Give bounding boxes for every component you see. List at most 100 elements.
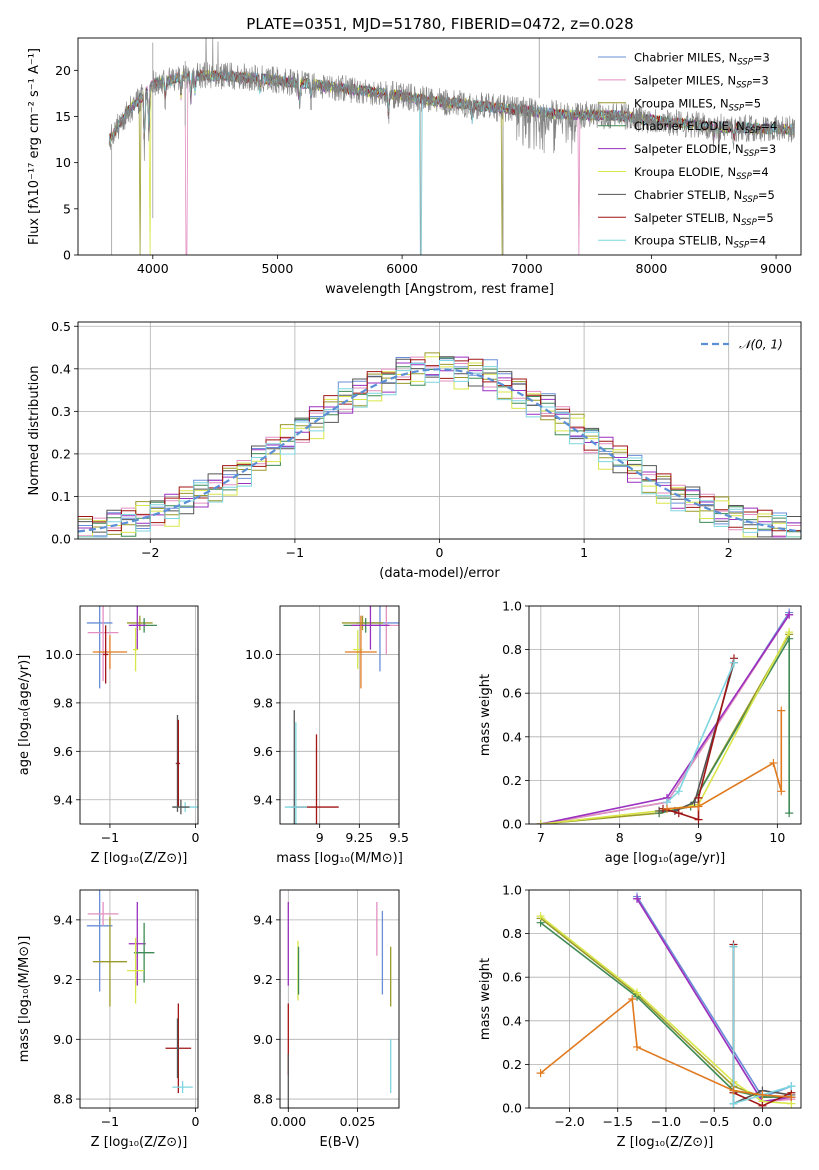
y-tick-label: 9.8 bbox=[53, 695, 73, 710]
y-tick-label: 0.6 bbox=[502, 686, 522, 701]
weight-marker-9-2 bbox=[769, 758, 778, 767]
y-tick-label: 1.0 bbox=[502, 599, 522, 614]
legend-label-3: Chabrier ELODIE, NSSP=4 bbox=[634, 119, 777, 136]
axes-frame bbox=[528, 889, 802, 1109]
weight-line-0 bbox=[540, 612, 790, 824]
y-tick-label: 5 bbox=[63, 201, 71, 216]
x-tick-label: 5000 bbox=[262, 261, 294, 276]
weight-marker-9-4 bbox=[777, 706, 786, 715]
y-tick-label: 0.0 bbox=[51, 532, 71, 547]
y-tick-label: 20 bbox=[55, 63, 71, 78]
y-tick-label: 9.0 bbox=[53, 1032, 73, 1047]
legend-label-4: Salpeter ELODIE, NSSP=3 bbox=[634, 142, 776, 159]
plot-area bbox=[536, 608, 794, 824]
weight-marker-7-2 bbox=[694, 815, 703, 824]
weight-marker-4-0 bbox=[633, 894, 642, 903]
axes-frame bbox=[279, 605, 400, 825]
y-axis-label: mass [log₁₀(M/M⊙)] bbox=[17, 936, 32, 1063]
plot-area bbox=[284, 606, 399, 824]
x-axis-label: Z [log₁₀(Z/Z⊙)] bbox=[91, 851, 188, 866]
y-tick-label: 9.6 bbox=[253, 744, 273, 759]
legend: Chabrier MILES, NSSP=3 Salpeter MILES, NS… bbox=[598, 51, 777, 251]
weight-line-5 bbox=[540, 631, 790, 824]
y-tick-label: 0 bbox=[63, 248, 71, 263]
axes-frame bbox=[77, 321, 802, 540]
y-tick-label: 9.4 bbox=[53, 792, 73, 807]
y-tick-label: 0.2 bbox=[502, 1057, 522, 1072]
y-tick-label: 0.2 bbox=[502, 773, 522, 788]
weight-line-9 bbox=[666, 710, 783, 810]
x-tick-label: 9.25 bbox=[345, 830, 373, 845]
plot-area bbox=[78, 352, 801, 538]
weight-marker-5-1 bbox=[633, 988, 642, 997]
x-tick-label: −2.0 bbox=[554, 1114, 584, 1129]
x-tick-label: 0.025 bbox=[340, 1114, 376, 1129]
x-tick-label: 9000 bbox=[760, 261, 792, 276]
x-tick-label: −2 bbox=[141, 545, 159, 560]
y-tick-label: 1.0 bbox=[502, 883, 522, 898]
weight-marker-7-3 bbox=[694, 793, 703, 802]
plot-area bbox=[287, 901, 392, 1108]
x-tick-label: 9.5 bbox=[389, 830, 409, 845]
y-tick-label: 0.4 bbox=[502, 729, 522, 744]
legend: 𝒩(0, 1) bbox=[701, 338, 783, 352]
x-tick-label: 9 bbox=[695, 830, 703, 845]
axes-frame bbox=[528, 605, 802, 825]
panel-residuals: −2 −1 0 1 2 0.0 0.1 0.2 0.3 0.4 0.5 (data-model)/er… bbox=[27, 319, 802, 581]
plot-area bbox=[86, 606, 198, 815]
y-tick-label: 10.0 bbox=[45, 647, 73, 662]
y-tick-label: 8.8 bbox=[53, 1092, 73, 1107]
y-axis-label: mass weight bbox=[478, 674, 493, 756]
x-tick-label: 0.000 bbox=[270, 1114, 306, 1129]
x-tick-label: 9 bbox=[316, 830, 324, 845]
x-tick-label: 7 bbox=[537, 830, 545, 845]
y-tick-label: 9.2 bbox=[53, 972, 73, 987]
y-tick-label: 9.0 bbox=[253, 1032, 273, 1047]
y-tick-label: 0.4 bbox=[502, 1013, 522, 1028]
y-tick-label: 9.2 bbox=[253, 972, 273, 987]
x-tick-label: 4000 bbox=[137, 261, 169, 276]
weight-marker-4-2 bbox=[785, 610, 794, 619]
weight-marker-6-2 bbox=[690, 798, 699, 807]
weight-marker-5-3 bbox=[785, 628, 794, 637]
legend-label-6: Chabrier STELIB, NSSP=5 bbox=[634, 188, 775, 205]
weight-marker-7-2 bbox=[758, 1101, 767, 1108]
legend-label-2: Kroupa MILES, NSSP=5 bbox=[634, 96, 761, 113]
y-tick-label: 8.8 bbox=[253, 1092, 273, 1107]
x-axis-label: age [log₁₀(age/yr)] bbox=[605, 851, 726, 866]
y-tick-label: 9.4 bbox=[53, 912, 73, 927]
data-spectrum bbox=[108, 38, 795, 161]
weight-line-2 bbox=[540, 633, 790, 824]
weight-marker-8-1 bbox=[729, 1099, 738, 1108]
y-tick-label: 0.0 bbox=[502, 817, 522, 832]
y-tick-label: 0.2 bbox=[51, 446, 71, 461]
plot-area bbox=[108, 38, 795, 255]
weight-marker-7-1 bbox=[674, 809, 683, 818]
weight-line-8 bbox=[732, 946, 792, 1105]
y-tick-label: 9.4 bbox=[253, 792, 273, 807]
panel-weight-vs-Z: −2.0 −1.5 −1.0 −0.5 0.0 0.0 0.2 0.4 0.6 0.8 1.0 Z [… bbox=[478, 883, 802, 1150]
y-tick-label: 0.3 bbox=[51, 404, 71, 419]
histogram-6 bbox=[78, 356, 801, 538]
x-tick-label: 0 bbox=[436, 545, 444, 560]
y-tick-label: 10.0 bbox=[245, 647, 273, 662]
x-axis-label: (data-model)/error bbox=[379, 566, 500, 581]
y-tick-label: 0.6 bbox=[502, 970, 522, 985]
weight-marker-9-3 bbox=[729, 1086, 738, 1095]
figure-title: PLATE=0351, MJD=51780, FIBERID=0472, z=0… bbox=[246, 15, 633, 33]
x-tick-label: 8 bbox=[616, 830, 624, 845]
x-tick-label: 7000 bbox=[511, 261, 543, 276]
y-tick-label: 9.8 bbox=[253, 695, 273, 710]
y-axis-label: mass weight bbox=[478, 958, 493, 1040]
weight-marker-9-1 bbox=[628, 995, 637, 1003]
y-tick-label: 9.4 bbox=[253, 912, 273, 927]
weight-marker-8-3 bbox=[787, 1082, 796, 1091]
weight-marker-5-0 bbox=[536, 912, 545, 921]
y-tick-label: 0.0 bbox=[502, 1101, 522, 1116]
panel-spectrum: 4000 5000 6000 7000 8000 9000 0 5 10 15 20 waveleng… bbox=[27, 37, 802, 297]
legend-label-7: Salpeter STELIB, NSSP=5 bbox=[634, 211, 774, 228]
x-tick-label: 10 bbox=[769, 830, 785, 845]
x-axis-label: E(B-V) bbox=[319, 1135, 359, 1150]
plot-area bbox=[86, 890, 193, 1094]
